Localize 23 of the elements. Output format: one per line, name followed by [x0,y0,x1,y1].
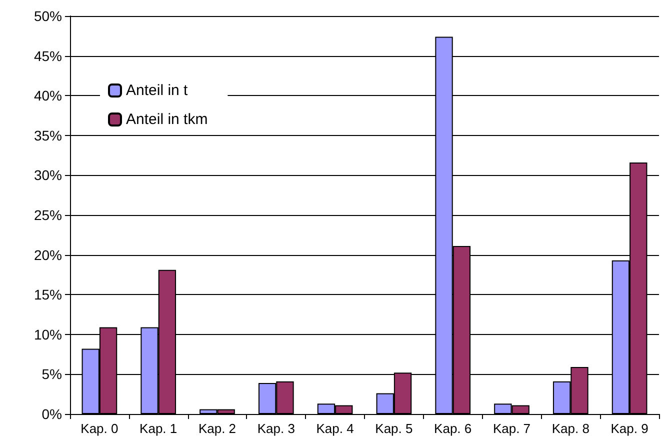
x-tick-label: Kap. 6 [434,421,472,436]
y-tick-label: 15% [34,286,62,303]
x-tick-label: Kap. 0 [80,421,118,436]
legend-label: Anteil in t [126,82,189,99]
y-tick-label: 50% [34,8,62,24]
y-tick-label: 25% [34,207,62,223]
y-tick-label: 5% [42,366,62,382]
x-tick-label: Kap. 2 [198,421,236,436]
x-tick-label: Kap. 1 [140,421,178,436]
x-tick-label: Kap. 8 [552,421,590,436]
y-tick-label: 20% [34,246,62,263]
y-tick-label: 35% [34,127,62,144]
x-tick-label: Kap. 5 [375,421,413,436]
x-tick-label: Kap. 9 [610,421,648,436]
y-tick-label: 10% [34,326,62,342]
x-tick-label: Kap. 3 [257,421,295,436]
y-tick-label: 30% [34,167,62,184]
x-tick-label: Kap. 7 [492,421,531,436]
legend-label: Anteil in tkm [126,111,208,128]
y-tick-label: 45% [34,48,62,64]
y-tick-label: 40% [34,88,62,104]
y-tick-label: 0% [42,406,62,422]
x-tick-label: Kap. 4 [316,421,354,436]
